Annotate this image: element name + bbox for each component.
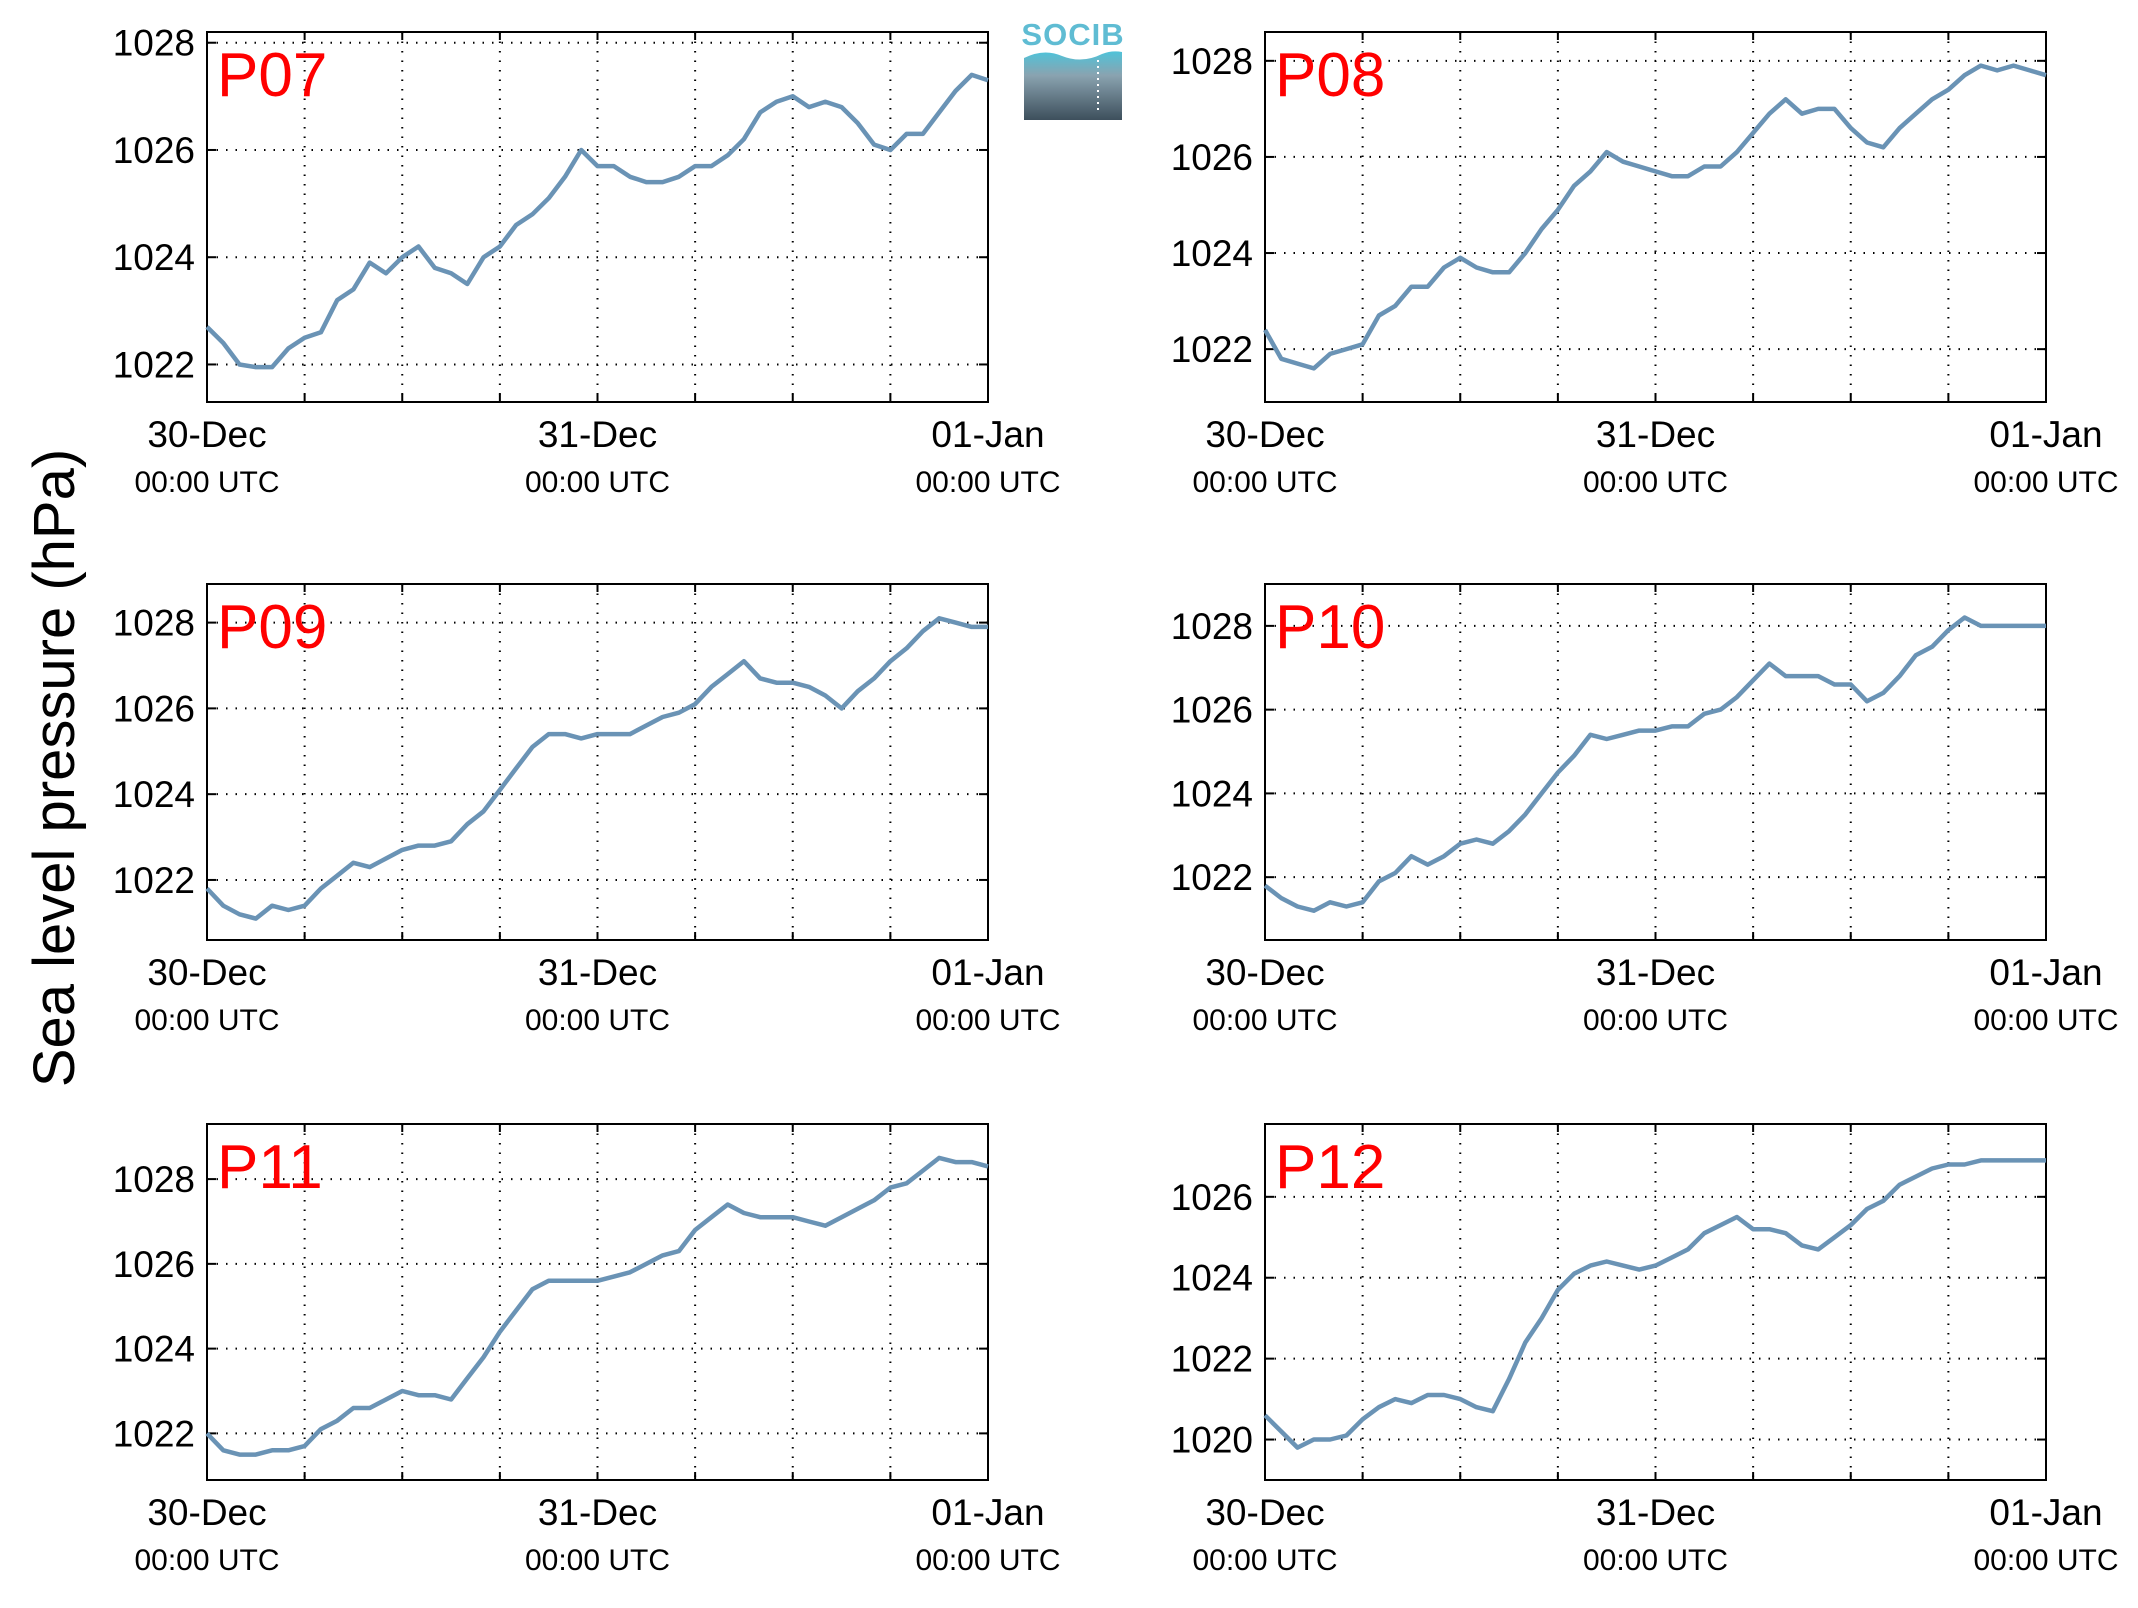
y-tick-label: 1028 xyxy=(113,603,195,644)
x-tick-label-time: 00:00 UTC xyxy=(915,466,1060,499)
x-tick-label-date: 31-Dec xyxy=(538,414,657,455)
x-tick-label-time: 00:00 UTC xyxy=(525,1004,670,1037)
y-tick-label: 1024 xyxy=(1171,233,1253,274)
pressure-series-line xyxy=(1263,615,2046,913)
x-tick-label-time: 00:00 UTC xyxy=(525,466,670,499)
x-tick-label-time: 00:00 UTC xyxy=(134,466,279,499)
panel-p10: 1022 1024 1026 1028 30-Dec 00:00 UTC 31-Dec 00:… xyxy=(1171,583,2119,1037)
x-tick-label-date: 31-Dec xyxy=(538,952,657,993)
x-tick-label-time: 00:00 UTC xyxy=(1583,1544,1728,1577)
x-tick-label-time: 00:00 UTC xyxy=(525,1544,670,1577)
y-tick-label: 1020 xyxy=(1171,1420,1253,1461)
y-tick-label: 1026 xyxy=(113,130,195,171)
x-tick-label-date: 01-Jan xyxy=(1989,952,2102,993)
socib-logo: SOCIB xyxy=(1021,17,1124,121)
x-tick-label-date: 01-Jan xyxy=(931,952,1044,993)
x-tick-label-date: 30-Dec xyxy=(147,414,266,455)
panel-label: P10 xyxy=(1275,593,1385,662)
pressure-series-line xyxy=(205,72,989,370)
y-tick-label: 1022 xyxy=(113,344,195,385)
x-tick-label-time: 00:00 UTC xyxy=(1973,1004,2118,1037)
panel-label: P12 xyxy=(1275,1133,1385,1202)
y-tick-label: 1022 xyxy=(1171,329,1253,370)
y-tick-label: 1026 xyxy=(113,1244,195,1285)
x-tick-label-time: 00:00 UTC xyxy=(1192,1004,1337,1037)
y-tick-label: 1024 xyxy=(113,774,195,815)
x-tick-label-date: 01-Jan xyxy=(1989,1492,2102,1533)
plot-frame xyxy=(1264,583,2047,941)
x-tick-label-date: 31-Dec xyxy=(1596,1492,1715,1533)
panel-p07: 1022 1024 1026 1028 30-Dec 00:00 UTC 31-Dec 00:… xyxy=(113,23,1061,499)
y-tick-label: 1024 xyxy=(113,1329,195,1370)
y-tick-label: 1026 xyxy=(113,688,195,729)
x-tick-label-time: 00:00 UTC xyxy=(1973,466,2118,499)
panels: 1022 1024 1026 1028 30-Dec 00:00 UTC 31-Dec 00:… xyxy=(113,23,2119,1577)
y-tick-label: 1022 xyxy=(113,860,195,901)
x-tick-label-date: 30-Dec xyxy=(147,1492,266,1533)
panel-p08: 1022 1024 1026 1028 30-Dec 00:00 UTC 31-Dec 00:… xyxy=(1171,31,2119,499)
x-tick-label-time: 00:00 UTC xyxy=(1583,1004,1728,1037)
y-tick-label: 1028 xyxy=(113,23,195,64)
panel-label: P09 xyxy=(217,593,327,662)
x-tick-label-date: 01-Jan xyxy=(931,414,1044,455)
x-tick-label-time: 00:00 UTC xyxy=(1583,466,1728,499)
pressure-series-line xyxy=(1263,1158,2046,1450)
y-tick-label: 1026 xyxy=(1171,137,1253,178)
y-tick-label: 1028 xyxy=(113,1159,195,1200)
x-tick-label-time: 00:00 UTC xyxy=(134,1544,279,1577)
y-tick-label: 1024 xyxy=(113,237,195,278)
x-tick-label-date: 30-Dec xyxy=(147,952,266,993)
x-tick-label-date: 31-Dec xyxy=(1596,952,1715,993)
panel-p12: 1020 1022 1024 1026 30-Dec 00:00 UTC 31-Dec 00:… xyxy=(1171,1123,2119,1577)
logo-emblem xyxy=(1024,51,1122,121)
panel-label: P07 xyxy=(217,41,327,110)
x-tick-label-time: 00:00 UTC xyxy=(1192,466,1337,499)
y-tick-label: 1024 xyxy=(1171,1258,1253,1299)
y-tick-label: 1026 xyxy=(1171,690,1253,731)
y-tick-label: 1022 xyxy=(1171,857,1253,898)
x-tick-label-date: 01-Jan xyxy=(931,1492,1044,1533)
x-tick-label-date: 30-Dec xyxy=(1205,414,1324,455)
plot-frame xyxy=(206,31,989,403)
y-tick-label: 1028 xyxy=(1171,606,1253,647)
y-tick-label: 1026 xyxy=(1171,1177,1253,1218)
panel-label: P08 xyxy=(1275,41,1385,110)
pressure-series-line xyxy=(205,1155,989,1457)
x-tick-label-date: 31-Dec xyxy=(538,1492,657,1533)
panel-p11: 1022 1024 1026 1028 30-Dec 00:00 UTC 31-Dec 00:… xyxy=(113,1123,1061,1577)
pressure-series-line xyxy=(205,616,988,921)
x-tick-label-date: 30-Dec xyxy=(1205,952,1324,993)
panel-label: P11 xyxy=(217,1133,323,1202)
y-tick-label: 1024 xyxy=(1171,773,1253,814)
x-tick-label-time: 00:00 UTC xyxy=(134,1004,279,1037)
y-tick-label: 1022 xyxy=(113,1413,195,1454)
panel-p09: 1022 1024 1026 1028 30-Dec 00:00 UTC 31-Dec 00:… xyxy=(113,583,1061,1037)
plot-frame xyxy=(1264,31,2047,403)
x-tick-label-time: 00:00 UTC xyxy=(915,1544,1060,1577)
x-tick-label-date: 30-Dec xyxy=(1205,1492,1324,1533)
x-tick-label-time: 00:00 UTC xyxy=(915,1004,1060,1037)
x-tick-label-date: 31-Dec xyxy=(1596,414,1715,455)
x-tick-label-time: 00:00 UTC xyxy=(1192,1544,1337,1577)
y-tick-label: 1022 xyxy=(1171,1339,1253,1380)
x-tick-label-date: 01-Jan xyxy=(1989,414,2102,455)
pressure-series-line xyxy=(1263,63,2047,371)
logo-text: SOCIB xyxy=(1021,17,1124,52)
y-axis-label: Sea level pressure (hPa) xyxy=(22,449,87,1087)
y-tick-label: 1028 xyxy=(1171,41,1253,82)
x-tick-label-time: 00:00 UTC xyxy=(1973,1544,2118,1577)
